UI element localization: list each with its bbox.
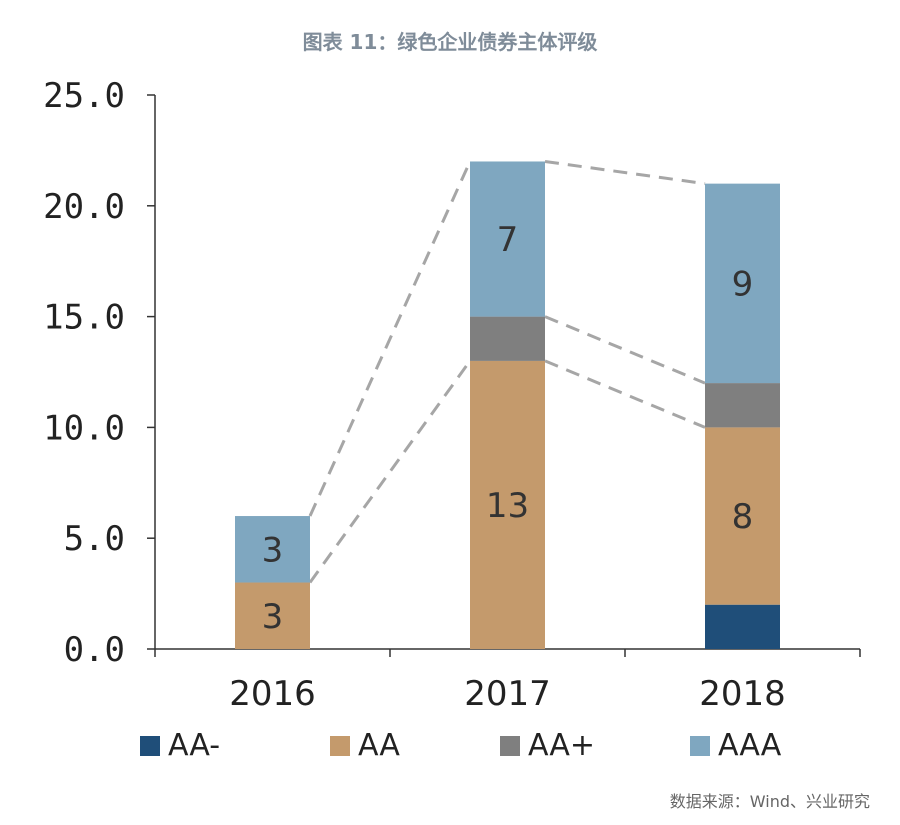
connector-lines [308, 159, 706, 584]
bar-segment-aaplus [470, 316, 545, 361]
legend-swatch [690, 735, 710, 756]
bar-segment-aaa [470, 161, 545, 317]
connector-line [544, 315, 706, 385]
chart-title: 图表 11：绿色企业债券主体评级 [302, 30, 598, 54]
data-label: 9 [732, 264, 754, 304]
legend-item: AA- [140, 728, 220, 763]
legend-item: AAA [690, 728, 781, 763]
data-label: 7 [497, 220, 519, 260]
x-category-label: 2017 [464, 674, 551, 714]
bar-segment-aaa [235, 516, 310, 583]
connector-line [308, 360, 472, 584]
bar-segment-aa [470, 360, 545, 649]
source-note: 数据来源：Wind、兴业研究 [669, 792, 870, 811]
y-tick-label: 25.0 [43, 76, 125, 116]
data-label: 3 [262, 597, 284, 637]
legend-swatch [500, 735, 520, 756]
y-tick-label: 10.0 [43, 408, 125, 448]
labels: 3 3 13 7 8 9 [262, 220, 754, 637]
legend-item: AA [330, 728, 400, 763]
y-tick-label: 15.0 [43, 298, 125, 338]
y-tick-label: 20.0 [43, 187, 125, 227]
y-tick-label: 0.0 [64, 630, 125, 670]
legend-item: AA+ [500, 728, 595, 763]
data-label: 8 [732, 497, 754, 537]
bar-segment-aaminus [705, 604, 780, 649]
bar-segment-aaplus [705, 383, 780, 428]
legend-swatch [330, 735, 350, 756]
y-tick-label: 5.0 [64, 519, 125, 559]
legend-swatch [140, 735, 160, 756]
bar-segment-aaa [705, 183, 780, 384]
connector-line [544, 359, 706, 429]
stacked-bar-chart: 0.0 5.0 10.0 15.0 20.0 25.0 2016 2017 2018 3 3 13 7… [43, 76, 861, 714]
data-label: 3 [262, 530, 284, 570]
bar-segment-aa [235, 582, 310, 649]
legend-label: AA+ [528, 728, 596, 763]
legend-label: AA- [168, 728, 221, 763]
axes: 0.0 5.0 10.0 15.0 20.0 25.0 2016 2017 2018 [43, 76, 861, 714]
bar-segment-aa [705, 427, 780, 605]
connector-line [544, 159, 706, 186]
bars [235, 161, 780, 649]
x-category-label: 2016 [229, 674, 316, 714]
legend: AA- AA AA+ AAA [0, 728, 900, 772]
x-category-label: 2018 [699, 674, 786, 714]
connector-line [308, 160, 472, 517]
legend-label: AA [358, 728, 400, 763]
data-label: 13 [486, 486, 529, 526]
legend-label: AAA [718, 728, 782, 763]
